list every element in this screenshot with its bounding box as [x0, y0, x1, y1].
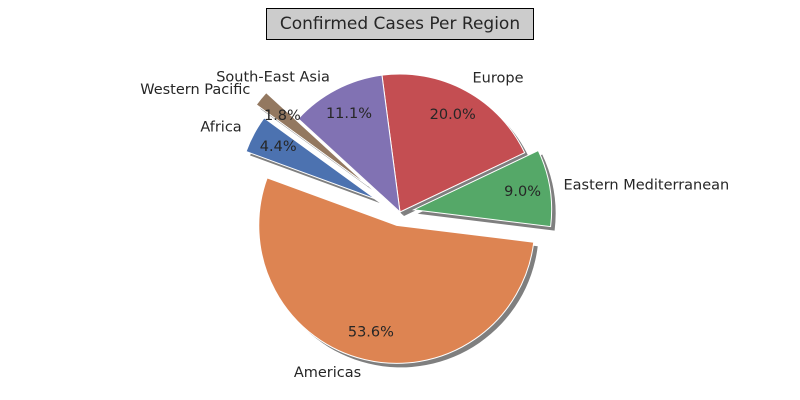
slice-percent-label: 9.0%: [504, 184, 541, 200]
chart-title: Confirmed Cases Per Region: [266, 8, 534, 40]
pie-slice-south-east-asia: [297, 74, 401, 214]
pie-slice-western-pacific: [255, 91, 369, 187]
pie-slice-eastern-mediterranean: [411, 149, 553, 228]
slice-label: Europe: [473, 71, 524, 87]
pie-slice-africa: [245, 117, 376, 200]
slice-label: South-East Asia: [216, 69, 330, 85]
labels: Africa 4.4% Americas 53.6% Eastern Mediterra…: [140, 69, 729, 381]
slice-percent-label: 11.1%: [326, 106, 372, 122]
slice-percent-label: 53.6%: [348, 325, 394, 341]
slice-percent-label: 4.4%: [260, 139, 297, 155]
slice-label: Eastern Mediterranean: [564, 178, 730, 194]
slice-percent-label: 1.8%: [264, 108, 301, 124]
slices: [245, 73, 553, 364]
pie-slice-europe: [381, 73, 526, 213]
slice-label: Western Pacific: [140, 82, 250, 98]
slice-label: Africa: [200, 120, 241, 136]
slice-percent-label: 20.0%: [430, 107, 476, 123]
slice-label: Americas: [294, 365, 361, 381]
pie-slice-americas: [258, 177, 535, 364]
